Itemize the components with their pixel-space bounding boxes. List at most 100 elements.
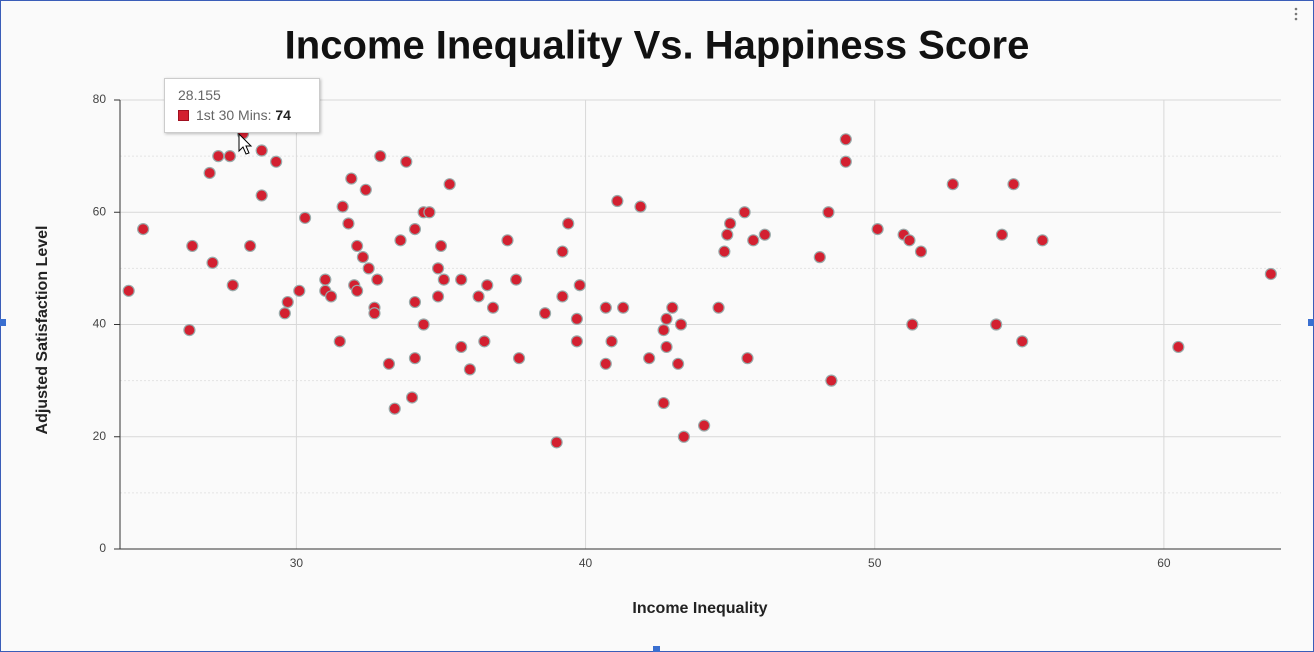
- x-tick-label: 50: [868, 556, 882, 570]
- point: [1016, 335, 1029, 348]
- point: [914, 245, 928, 258]
- point: [186, 239, 199, 253]
- point: [281, 295, 294, 309]
- point: [643, 352, 656, 365]
- point: [351, 239, 364, 253]
- point: [431, 290, 445, 303]
- point: [995, 228, 1009, 241]
- points: [122, 127, 1277, 449]
- point: [408, 222, 422, 236]
- point: [226, 279, 239, 292]
- point: [611, 194, 624, 208]
- point: [556, 290, 569, 303]
- x-tick-label: 60: [1157, 556, 1171, 570]
- y-tick-label: 20: [93, 429, 107, 443]
- point: [319, 273, 332, 286]
- point: [405, 391, 419, 404]
- point: [747, 234, 760, 247]
- point: [293, 284, 306, 297]
- point: [556, 245, 569, 258]
- point: [512, 352, 526, 365]
- point: [538, 307, 552, 320]
- tooltip-swatch: [178, 110, 189, 121]
- point: [871, 222, 884, 236]
- point: [443, 178, 456, 191]
- point: [813, 251, 826, 264]
- point: [362, 262, 375, 275]
- point: [1007, 178, 1020, 191]
- point: [122, 284, 135, 297]
- y-tick-label: 80: [93, 92, 107, 106]
- point: [351, 284, 364, 297]
- y-tick-label: 40: [93, 317, 107, 331]
- point: [657, 396, 670, 410]
- point: [137, 222, 150, 236]
- point: [455, 273, 468, 286]
- point: [223, 150, 236, 163]
- point: [463, 363, 476, 376]
- y-tick-label: 60: [93, 204, 107, 218]
- point: [408, 295, 422, 309]
- point: [839, 155, 852, 168]
- point: [825, 374, 838, 387]
- point: [481, 279, 494, 292]
- point: [990, 318, 1003, 331]
- point: [822, 206, 835, 219]
- point: [278, 307, 291, 320]
- point: [342, 217, 355, 230]
- dot: [1294, 17, 1298, 21]
- point: [324, 290, 338, 303]
- point: [1036, 234, 1049, 247]
- point: [550, 436, 563, 449]
- point: [660, 312, 673, 325]
- chart-title: Income Inequality Vs. Happiness Score: [285, 24, 1030, 68]
- point: [382, 357, 396, 370]
- point: [374, 150, 387, 163]
- tooltip-row: 1st 30 Mins: 74: [178, 107, 306, 123]
- point: [562, 217, 575, 230]
- point: [510, 273, 523, 286]
- point: [660, 340, 673, 354]
- tooltip-x: 28.155: [178, 87, 221, 103]
- point: [417, 318, 430, 331]
- point: [674, 318, 688, 331]
- point: [478, 335, 491, 348]
- menu-dots[interactable]: [1294, 7, 1298, 21]
- point: [203, 166, 216, 180]
- y-axis-label: Adjusted Satisfaction Level: [34, 226, 51, 435]
- resize-handle[interactable]: [0, 319, 6, 326]
- point: [472, 290, 485, 303]
- point: [698, 419, 711, 432]
- point: [839, 133, 852, 146]
- dot: [1294, 12, 1298, 16]
- point: [903, 234, 916, 247]
- point: [666, 301, 679, 314]
- point: [741, 352, 754, 365]
- point: [605, 335, 618, 348]
- point: [573, 279, 586, 292]
- point: [371, 273, 384, 286]
- point: [255, 189, 268, 202]
- point: [657, 324, 670, 337]
- point: [758, 228, 771, 241]
- point: [455, 340, 468, 354]
- point: [298, 211, 312, 224]
- point: [724, 217, 737, 230]
- point: [423, 206, 436, 219]
- point: [437, 273, 450, 286]
- point: [336, 200, 349, 213]
- tooltip-value: 74: [275, 107, 291, 123]
- point: [721, 228, 734, 241]
- resize-handle[interactable]: [653, 646, 660, 652]
- point: [1172, 340, 1185, 354]
- point: [408, 352, 422, 365]
- point: [255, 144, 268, 157]
- dot: [1294, 7, 1298, 11]
- point: [599, 357, 612, 370]
- point: [333, 335, 346, 348]
- point: [677, 430, 690, 443]
- resize-handle[interactable]: [1308, 319, 1314, 326]
- point: [359, 183, 372, 196]
- x-tick-label: 30: [290, 556, 304, 570]
- point: [946, 178, 959, 191]
